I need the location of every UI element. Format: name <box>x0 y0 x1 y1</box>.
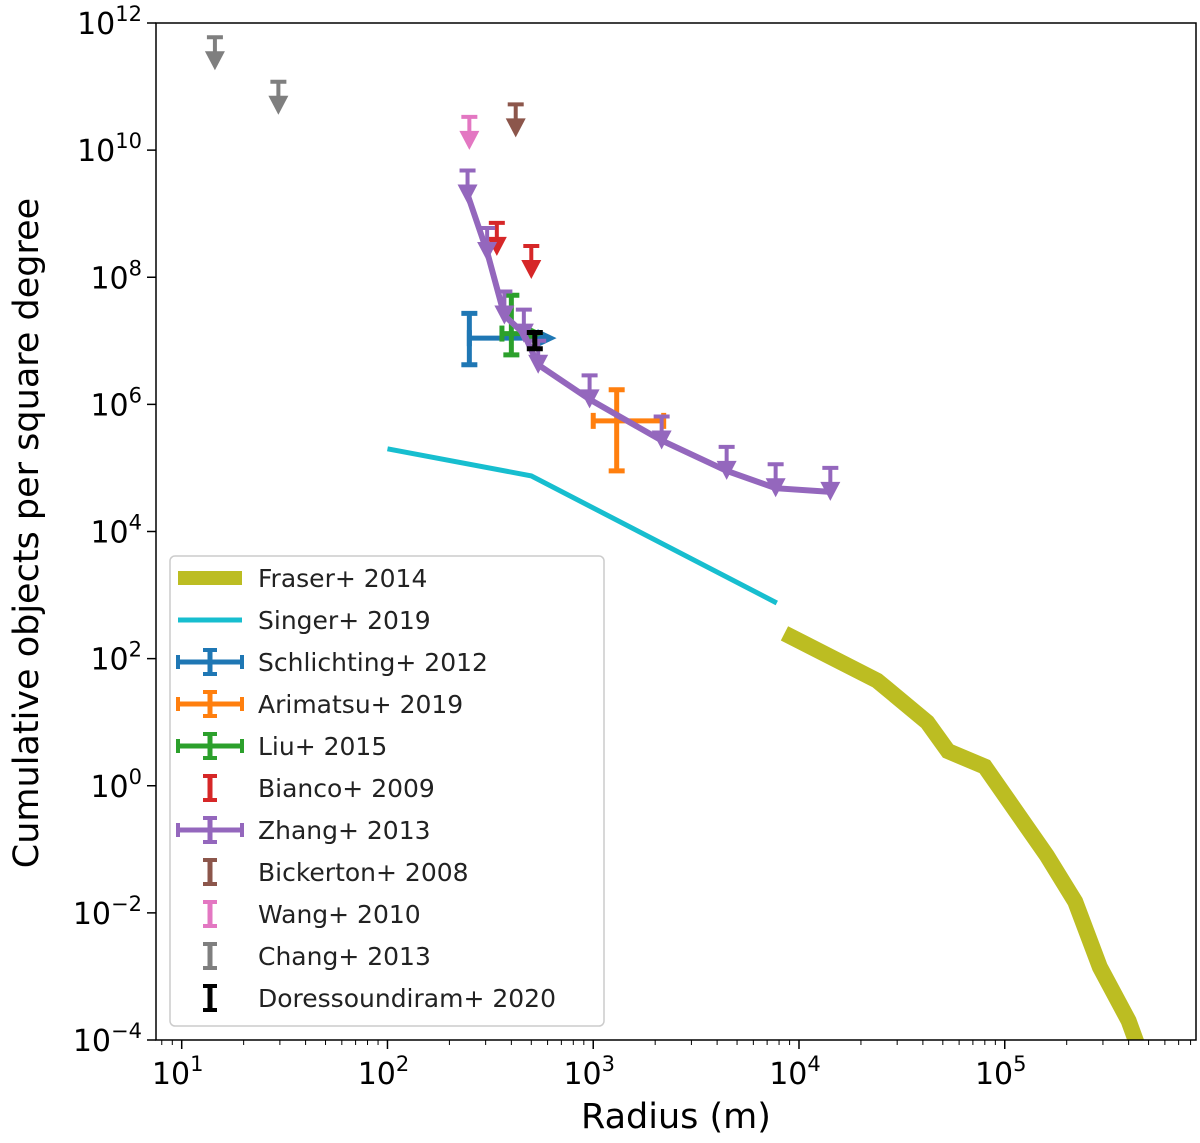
legend-label: Singer+ 2019 <box>258 606 431 635</box>
series-singer-2019 <box>387 446 778 606</box>
series-bianco-2009 <box>486 220 542 280</box>
data-point <box>765 462 786 498</box>
legend-item: Arimatsu+ 2019 <box>176 690 463 719</box>
y-tick-label: 10−4 <box>73 1019 142 1059</box>
legend-frame <box>169 555 605 1027</box>
plot-area <box>204 35 1145 1040</box>
legend-item: Zhang+ 2013 <box>176 816 431 845</box>
series-doressoundiram-2020 <box>526 330 543 352</box>
y-tick-label: 104 <box>90 511 142 551</box>
series-zhang-2013 <box>457 168 841 501</box>
y-tick-label: 102 <box>90 638 142 678</box>
legend-label: Chang+ 2013 <box>258 942 431 971</box>
y-tick-label: 1012 <box>77 2 142 42</box>
series-fraser-2014 <box>780 626 1145 1040</box>
legend-item: Singer+ 2019 <box>178 606 431 635</box>
data-point <box>505 102 526 138</box>
data-point <box>513 307 534 343</box>
legend-item: Chang+ 2013 <box>203 942 431 971</box>
legend-item: Doressoundiram+ 2020 <box>203 984 556 1013</box>
series-line <box>387 446 778 606</box>
series-line <box>464 193 831 495</box>
y-tick-label: 108 <box>90 256 142 296</box>
legend-label: Liu+ 2015 <box>258 732 387 761</box>
y-tick-label: 106 <box>90 383 142 423</box>
data-point <box>651 414 672 450</box>
legend-item: Liu+ 2015 <box>176 732 387 761</box>
data-point <box>579 373 600 409</box>
legend-item: Bianco+ 2009 <box>203 774 435 803</box>
x-tick-label: 104 <box>769 1052 821 1092</box>
x-tick-label: 102 <box>358 1052 410 1092</box>
series-layer <box>204 35 1145 1040</box>
legend-item: Schlichting+ 2012 <box>176 648 488 677</box>
data-point <box>477 225 498 261</box>
legend-label: Doressoundiram+ 2020 <box>258 984 556 1013</box>
series-wang-2010 <box>459 114 480 150</box>
data-point <box>457 168 478 204</box>
legend-item: Wang+ 2010 <box>203 900 421 929</box>
legend: Fraser+ 2014 Singer+ 2019 Schlichting+ 201… <box>169 555 605 1027</box>
y-axis: 10−4 10−2 100 102 104 106 108 1010 1012 <box>73 2 156 1059</box>
legend-label: Bianco+ 2009 <box>258 774 435 803</box>
y-axis-label: Cumulative objects per square degree <box>7 198 47 868</box>
x-tick-label: 101 <box>152 1052 204 1092</box>
data-point <box>716 444 737 480</box>
x-axis-label: Radius (m) <box>581 1097 771 1137</box>
series-chang-2013 <box>204 35 289 115</box>
data-point <box>820 465 841 501</box>
data-point <box>459 114 480 150</box>
x-axis: 101 102 103 104 105 <box>152 1040 1192 1092</box>
legend-label: Fraser+ 2014 <box>258 564 427 593</box>
y-tick-label: 10−2 <box>73 892 142 932</box>
plot-frame <box>155 22 1197 1041</box>
series-line <box>780 626 1145 1040</box>
data-point <box>268 79 289 115</box>
data-point <box>494 289 515 325</box>
legend-item: Bickerton+ 2008 <box>203 858 469 887</box>
x-tick-label: 103 <box>563 1052 615 1092</box>
data-point <box>521 244 542 280</box>
x-tick-label: 105 <box>975 1052 1027 1092</box>
legend-label: Arimatsu+ 2019 <box>258 690 463 719</box>
legend-item: Fraser+ 2014 <box>178 564 427 593</box>
data-point <box>590 387 667 474</box>
y-tick-label: 1010 <box>77 129 142 169</box>
legend-label: Wang+ 2010 <box>258 900 421 929</box>
y-tick-label: 100 <box>90 765 142 805</box>
legend-label: Schlichting+ 2012 <box>258 648 488 677</box>
series-arimatsu-2019 <box>590 387 667 474</box>
legend-label: Bickerton+ 2008 <box>258 858 469 887</box>
series-bickerton-2008 <box>505 102 526 138</box>
data-point <box>204 35 225 71</box>
data-point <box>526 330 543 352</box>
data-point <box>486 220 507 256</box>
legend-label: Zhang+ 2013 <box>258 816 431 845</box>
